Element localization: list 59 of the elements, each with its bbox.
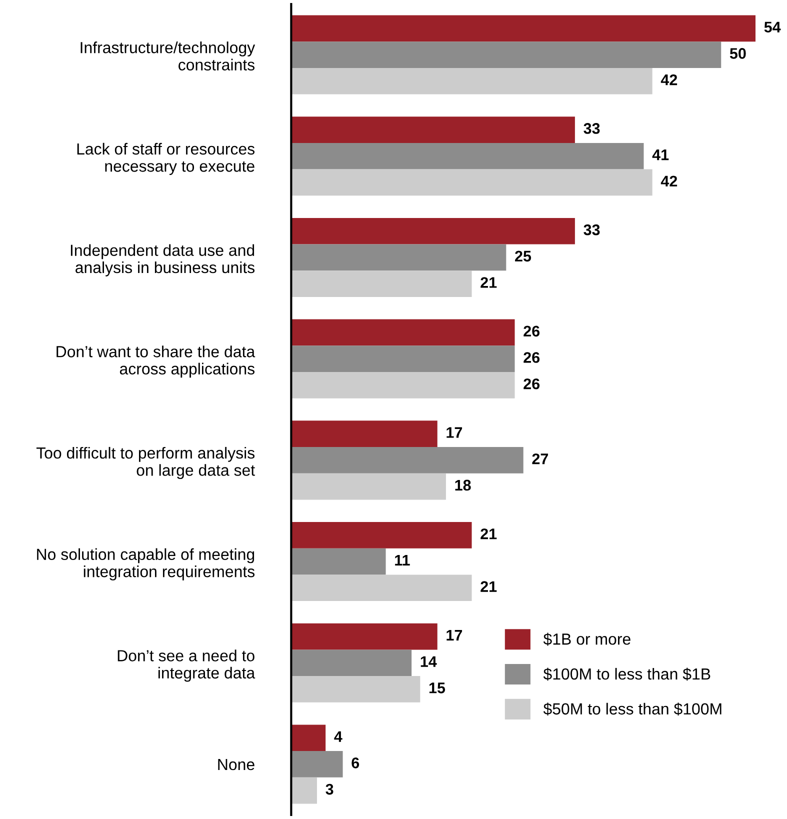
bar	[291, 447, 524, 474]
data-label: 26	[524, 352, 540, 363]
y-tick-label: Don’t want to share the data across applications	[56, 346, 256, 378]
bar	[291, 623, 438, 650]
y-tick-label: Independent data use and analysis in business units	[70, 244, 255, 276]
y-tick-label: None	[218, 759, 254, 770]
data-label: 6	[352, 758, 360, 768]
bar	[291, 346, 515, 372]
data-label: 14	[420, 656, 437, 667]
bar	[291, 42, 722, 68]
bar	[291, 15, 756, 42]
data-label: 15	[429, 682, 446, 694]
y-tick-label: No solution capable of meeting integration requirements	[37, 548, 255, 580]
bar	[291, 372, 515, 398]
bar	[291, 142, 644, 170]
y-tick-label: Too difficult to perform analysis on large data set	[36, 446, 255, 480]
data-label: 17	[446, 630, 462, 640]
legend-label: $50M to less than $100M	[543, 702, 722, 716]
y-tick-label: Don’t see a need to integrate data	[118, 650, 256, 682]
bar	[291, 650, 412, 676]
bar	[291, 244, 506, 271]
data-label: 21	[480, 581, 497, 592]
data-label: 26	[524, 326, 540, 337]
bar	[291, 751, 343, 778]
data-label: 21	[480, 277, 497, 288]
data-label: 42	[660, 176, 678, 186]
bar	[291, 218, 575, 244]
y-tick-label: Lack of staff or resources necessary to execute	[77, 142, 255, 175]
data-label: 21	[480, 528, 497, 540]
bar	[291, 473, 446, 500]
bar	[291, 169, 652, 196]
data-label: 33	[584, 224, 600, 236]
data-label: 54	[764, 22, 781, 33]
bar	[291, 574, 472, 602]
data-label: 3	[326, 784, 334, 795]
data-label: 33	[584, 123, 600, 134]
data-label: 4	[334, 731, 342, 742]
data-label: 11	[395, 554, 410, 566]
data-label: 42	[660, 74, 678, 86]
bar	[291, 522, 472, 548]
data-label: 27	[532, 453, 548, 464]
data-label: 17	[446, 427, 462, 438]
data-label: 18	[455, 480, 471, 491]
bar	[291, 420, 438, 447]
bar	[291, 270, 472, 297]
legend-label: $100M to less than $1B	[543, 668, 710, 681]
bar	[291, 68, 652, 94]
bar	[291, 319, 515, 346]
bar	[291, 777, 317, 804]
data-label: 25	[515, 250, 532, 262]
data-label: 50	[730, 48, 746, 59]
y-tick-label: Infrastructure/technology constraints	[80, 42, 256, 70]
bar	[291, 676, 420, 702]
data-label: 26	[524, 378, 540, 390]
data-label: 41	[652, 150, 669, 160]
bar	[291, 724, 326, 752]
bar	[291, 548, 386, 575]
bar	[291, 116, 575, 143]
legend-label: $1B or more	[543, 632, 630, 646]
